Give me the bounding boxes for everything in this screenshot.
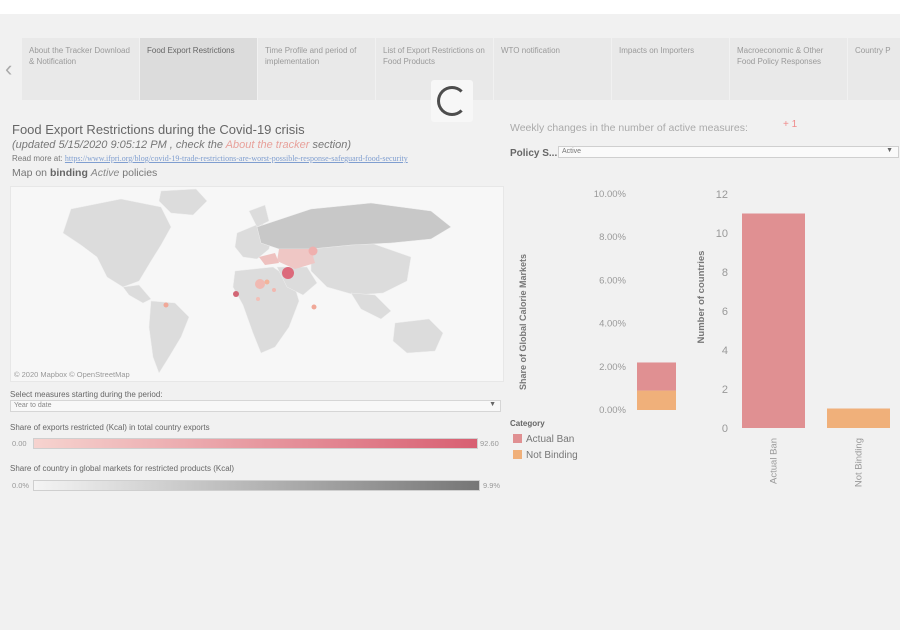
global-color-ramp: [33, 480, 480, 491]
exports-legend-min: 0.00: [12, 439, 27, 448]
map-caption-active: Active: [90, 167, 120, 179]
y-tick-label: 12: [716, 189, 728, 201]
y-tick-label: 10.00%: [594, 189, 627, 200]
map-land-central-america: [122, 284, 152, 304]
chevron-down-icon: ▼: [886, 147, 893, 154]
read-more-link[interactable]: https://www.ifpri.org/blog/covid-19-trad…: [64, 154, 408, 163]
page-title: Food Export Restrictions during the Covi…: [12, 122, 305, 137]
map-land-russia: [256, 202, 452, 250]
weekly-changes-label: Weekly changes in the number of active m…: [510, 122, 748, 134]
map-land-scandinavia: [248, 204, 270, 228]
tab-wto-notification[interactable]: WTO notification: [494, 38, 611, 100]
map-caption: Map on binding Active policies: [12, 167, 157, 179]
page-subtitle: (updated 5/15/2020 9:05:12 PM , check th…: [12, 139, 351, 151]
world-map-svg: [62, 188, 452, 374]
y-tick-label: 8: [722, 267, 728, 279]
bar-not-binding: [827, 408, 890, 428]
chevron-down-icon: ▼: [489, 401, 496, 408]
share-chart: 0.00% 2.00% 4.00% 6.00% 8.00% 10.00% Share of …: [518, 189, 676, 416]
spinner-ring-icon: [437, 86, 467, 116]
tab-about-tracker[interactable]: About the Tracker Download & Notificatio…: [22, 38, 139, 100]
exports-legend-max: 92.60: [480, 439, 499, 448]
y-tick-label: 8.00%: [599, 232, 626, 243]
map-land-greenland: [158, 188, 208, 216]
map-marker-turkey: [264, 279, 270, 285]
global-legend-label: Share of country in global markets for r…: [10, 464, 235, 473]
map-land-southeast-asia: [350, 292, 392, 320]
y-tick-label: 4: [722, 345, 728, 357]
map-caption-binding: binding: [49, 167, 88, 179]
actual-ban-label: Actual Ban: [526, 434, 575, 445]
bar-not-binding: [637, 390, 676, 410]
world-map[interactable]: © 2020 Mapbox © OpenStreetMap: [10, 186, 504, 382]
read-more-label: Read more at:: [12, 154, 65, 163]
subtitle-suffix: section): [309, 139, 351, 151]
read-more: Read more at: https://www.ifpri.org/blog…: [12, 154, 408, 163]
exports-color-ramp: [33, 438, 478, 449]
map-land-asia: [310, 242, 412, 296]
about-tracker-link[interactable]: About the tracker: [225, 139, 310, 151]
map-land-south-america: [148, 300, 190, 374]
period-filter-label: Select measures starting during the peri…: [10, 390, 163, 399]
not-binding-swatch: [513, 450, 522, 459]
not-binding-label: Not Binding: [526, 450, 578, 461]
map-caption-post: policies: [119, 167, 158, 179]
category-legend-not-binding[interactable]: Not Binding: [513, 450, 578, 461]
count-chart: 0 2 4 6 8 10 12 Number of countries Actual Ban No…: [696, 189, 890, 487]
tab-food-export-restrictions[interactable]: Food Export Restrictions: [140, 38, 257, 100]
x-tick-label: Not Binding: [854, 438, 865, 487]
map-marker-egypt: [256, 297, 260, 301]
subtitle-prefix: (updated 5/15/2020 9:05:12 PM , check th…: [12, 139, 226, 151]
y-axis-title: Share of Global Calorie Markets: [518, 254, 528, 390]
y-axis-title: Number of countries: [696, 251, 707, 344]
y-tick-label: 0.00%: [599, 405, 626, 416]
map-caption-pre: Map on: [12, 167, 50, 179]
bar-actual-ban: [637, 362, 676, 391]
global-legend-max: 9.9%: [483, 481, 501, 490]
period-filter-dropdown[interactable]: Year to date ▼: [10, 400, 501, 412]
map-land-australia: [392, 318, 444, 354]
category-legend-title: Category: [510, 419, 545, 428]
exports-legend-label: Share of exports restricted (Kcal) in to…: [10, 423, 210, 432]
y-tick-label: 0: [722, 423, 728, 435]
map-marker-honduras: [163, 302, 169, 308]
y-tick-label: 2: [722, 384, 728, 396]
y-tick-label: 6: [722, 306, 728, 318]
period-filter-value: Year to date: [14, 402, 52, 409]
bar-actual-ban: [742, 213, 805, 428]
map-marker-iran: [272, 288, 276, 292]
tab-macroeconomic[interactable]: Macroeconomic & Other Food Policy Respon…: [730, 38, 847, 100]
policy-status-label: Policy S...: [510, 148, 558, 159]
x-tick-label: Actual Ban: [769, 438, 780, 484]
tab-time-profile[interactable]: Time Profile and period of implementatio…: [258, 38, 375, 100]
map-ukraine: [259, 253, 279, 265]
loading-spinner: [431, 80, 473, 122]
map-marker-ukraine: [255, 279, 265, 289]
policy-status-value: Active: [562, 148, 582, 155]
tabs-prev-icon[interactable]: ‹: [5, 56, 13, 81]
y-tick-label: 6.00%: [599, 275, 626, 286]
y-tick-label: 2.00%: [599, 362, 626, 373]
tab-bar: About the Tracker Download & Notificatio…: [22, 38, 900, 100]
map-kazakhstan: [277, 249, 315, 269]
policy-status-dropdown[interactable]: Active ▼: [558, 146, 899, 158]
actual-ban-swatch: [513, 434, 522, 443]
map-attribution[interactable]: © 2020 Mapbox © OpenStreetMap: [14, 370, 130, 379]
map-land-north-america: [62, 198, 172, 288]
tab-country-profile[interactable]: Country P: [848, 38, 900, 100]
y-tick-label: 10: [716, 228, 728, 240]
global-legend-min: 0.0%: [12, 481, 30, 490]
category-legend-actual-ban[interactable]: Actual Ban: [513, 434, 574, 445]
y-tick-label: 4.00%: [599, 319, 626, 330]
map-marker-balkans: [233, 291, 239, 297]
map-marker-kazakhstan: [282, 267, 294, 279]
map-marker-russia: [308, 246, 318, 256]
weekly-changes-value: + 1: [783, 119, 798, 130]
map-marker-vietnam: [311, 304, 317, 310]
tab-impacts-importers[interactable]: Impacts on Importers: [612, 38, 729, 100]
